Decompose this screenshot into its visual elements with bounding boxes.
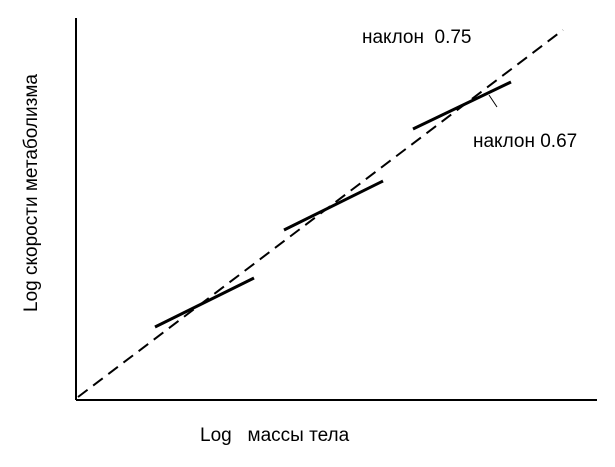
x-axis-label: Log массы тела xyxy=(200,425,350,446)
pointer xyxy=(488,94,498,108)
segment xyxy=(412,80,512,131)
annotation: наклон 0.67 xyxy=(473,131,577,152)
segment xyxy=(154,276,255,329)
segment xyxy=(283,179,384,232)
y-axis-label: Log скорости метаболизма xyxy=(21,74,42,312)
annotation: наклон 0.75 xyxy=(362,27,471,48)
